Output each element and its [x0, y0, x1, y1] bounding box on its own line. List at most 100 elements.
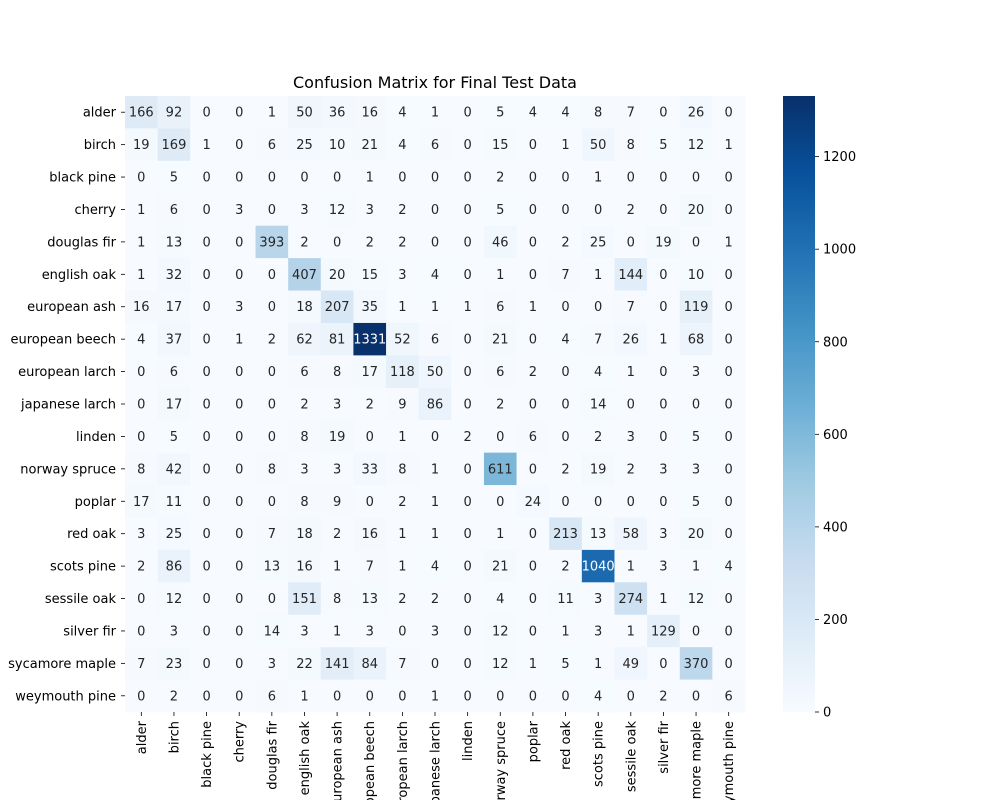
heatmap-cell-label: 0 — [235, 527, 243, 542]
heatmap-cell-label: 0 — [398, 171, 406, 186]
heatmap-cell — [581, 679, 615, 713]
heatmap-cell-label: 3 — [235, 300, 243, 315]
x-tick-label: weymouth pine — [722, 721, 737, 800]
colorbar — [783, 96, 815, 712]
heatmap-cell — [679, 517, 713, 551]
heatmap-cell — [255, 225, 289, 259]
heatmap-cell — [451, 128, 485, 162]
heatmap-cell-label: 19 — [133, 138, 150, 153]
heatmap-cell-label: 0 — [561, 430, 569, 445]
heatmap-cell-label: 2 — [496, 171, 504, 186]
heatmap-cell — [679, 387, 713, 421]
heatmap-cell — [255, 485, 289, 518]
heatmap-cell — [581, 225, 615, 259]
heatmap-cell — [320, 322, 354, 356]
heatmap-cell — [288, 355, 322, 389]
y-tick-label: english oak — [42, 268, 117, 283]
heatmap-cell-label: 7 — [137, 657, 145, 672]
heatmap-cell — [255, 420, 289, 454]
heatmap-cell — [483, 225, 518, 259]
heatmap-cell-label: 0 — [659, 203, 667, 218]
heatmap-cell-label: 62 — [296, 333, 313, 348]
heatmap-cell-label: 6 — [431, 138, 439, 153]
heatmap-cell-label: 2 — [594, 430, 602, 445]
heatmap-cell — [125, 517, 159, 551]
heatmap-cell-label: 0 — [659, 106, 667, 121]
heatmap-cell — [255, 193, 289, 227]
heatmap-cell — [614, 485, 648, 518]
heatmap-cell-label: 0 — [692, 171, 700, 186]
heatmap-cell-label: 0 — [561, 398, 569, 413]
heatmap-cell-label: 2 — [366, 235, 374, 250]
heatmap-cell-label: 0 — [268, 300, 276, 315]
heatmap-cell — [353, 290, 387, 324]
heatmap-cell-label: 14 — [264, 624, 281, 639]
heatmap-cell-label: 1 — [561, 138, 569, 153]
heatmap-cell — [712, 128, 746, 162]
heatmap-cell — [353, 258, 387, 292]
heatmap-cell-label: 32 — [166, 268, 183, 283]
heatmap-cell-label: 0 — [202, 268, 210, 283]
heatmap-cell-label: 2 — [496, 398, 504, 413]
heatmap-cell-label: 19 — [329, 430, 346, 445]
heatmap-cell-label: 1 — [431, 689, 439, 704]
heatmap-cell — [614, 355, 648, 389]
heatmap-cell-label: 0 — [463, 268, 471, 283]
colorbar-ticks: 0 200 400 600 800 1000 1200 — [815, 150, 856, 721]
heatmap-cell — [581, 290, 615, 324]
heatmap-cell-label: 0 — [398, 624, 406, 639]
heatmap-cell — [516, 452, 550, 486]
heatmap-cell — [386, 420, 420, 454]
heatmap-cell-label: 2 — [170, 689, 178, 704]
heatmap-cell-label: 3 — [659, 462, 667, 477]
heatmap-cell — [222, 225, 257, 259]
heatmap-cell-label: 0 — [268, 365, 276, 380]
heatmap-cell — [157, 549, 191, 583]
heatmap-cell-label: 0 — [268, 430, 276, 445]
heatmap-cell — [549, 355, 583, 389]
heatmap-cell — [647, 582, 681, 616]
heatmap-cell-label: 8 — [268, 462, 276, 477]
heatmap-cell-label: 6 — [496, 365, 504, 380]
heatmap-cell-label: 17 — [166, 398, 183, 413]
heatmap-cell — [451, 290, 485, 324]
heatmap-cell-label: 0 — [463, 527, 471, 542]
heatmap-cell-label: 21 — [492, 560, 509, 575]
heatmap-cell — [288, 517, 322, 551]
heatmap-cell-label: 1 — [333, 624, 341, 639]
heatmap-cell — [679, 582, 713, 616]
heatmap-cell — [451, 679, 485, 713]
heatmap-cell-label: 0 — [268, 203, 276, 218]
heatmap-cell-label: 0 — [692, 398, 700, 413]
heatmap-cell-label: 1 — [529, 657, 537, 672]
heatmap-cell-label: 3 — [170, 624, 178, 639]
heatmap-cell — [190, 517, 224, 551]
heatmap-cell — [451, 582, 485, 616]
heatmap-cell-label: 4 — [431, 560, 439, 575]
heatmap-cell-label: 33 — [361, 462, 378, 477]
heatmap-cell — [418, 387, 452, 421]
heatmap-cell-label: 0 — [529, 138, 537, 153]
heatmap-cell-label: 20 — [329, 268, 346, 283]
heatmap-cell — [222, 679, 257, 713]
heatmap-cell-label: 0 — [725, 527, 733, 542]
heatmap-cell — [549, 485, 583, 518]
heatmap-cell — [190, 290, 224, 324]
heatmap-cell-label: 0 — [202, 527, 210, 542]
heatmap-cell-label: 0 — [463, 333, 471, 348]
heatmap-cell-label: 1 — [692, 560, 700, 575]
heatmap-cell-label: 129 — [651, 624, 676, 639]
heatmap-cell-label: 25 — [166, 527, 183, 542]
heatmap-cell — [222, 128, 257, 162]
heatmap-cell-label: 0 — [529, 398, 537, 413]
heatmap-cell-label: 3 — [659, 527, 667, 542]
heatmap-cell — [288, 225, 322, 259]
heatmap-cell — [125, 549, 159, 583]
heatmap-cell-label: 0 — [561, 300, 569, 315]
heatmap-cell — [320, 647, 354, 681]
heatmap-cell-label: 0 — [627, 171, 635, 186]
heatmap-cell — [451, 193, 485, 227]
heatmap-cell — [614, 420, 648, 454]
heatmap-cell-label: 0 — [692, 689, 700, 704]
heatmap-cell-label: 0 — [235, 398, 243, 413]
